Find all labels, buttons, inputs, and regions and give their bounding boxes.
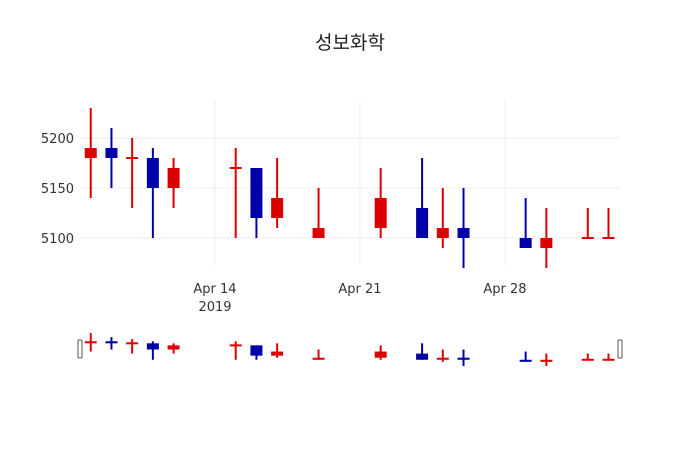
candle [105, 337, 118, 350]
candle [540, 353, 553, 366]
gridlines [80, 100, 620, 265]
candle [312, 349, 325, 360]
y-tick-label: 5150 [41, 182, 74, 197]
range-slider[interactable] [77, 333, 623, 366]
candle [416, 343, 429, 360]
y-axis: 5100 5150 5200 [41, 132, 74, 247]
candle [250, 345, 263, 360]
candle [374, 345, 387, 360]
candle [250, 168, 263, 238]
x-tick-label: Apr 14 [193, 282, 236, 297]
candle [602, 353, 615, 361]
candle [436, 188, 449, 248]
candle [581, 208, 594, 239]
range-slider-left-handle[interactable] [77, 339, 83, 359]
candle [146, 341, 159, 360]
range-slider-right-handle[interactable] [617, 339, 623, 359]
y-tick-label: 5200 [41, 132, 74, 147]
x-tick-label: Apr 28 [483, 282, 526, 297]
candle [519, 351, 532, 362]
candle [84, 108, 97, 198]
chart-title: 성보화학 [315, 32, 385, 54]
candle [540, 208, 553, 268]
candle [126, 339, 139, 354]
candle [271, 343, 284, 358]
candle [271, 158, 284, 228]
candles-main [84, 108, 615, 268]
candle [581, 353, 594, 361]
candle [229, 148, 242, 238]
candle [457, 188, 470, 268]
candle [126, 138, 139, 208]
x-tick-sublabel: 2019 [198, 300, 231, 315]
candle [602, 208, 615, 239]
candle [416, 158, 429, 238]
candle [457, 349, 470, 366]
candle [374, 168, 387, 238]
candle [105, 128, 118, 188]
candle [167, 158, 180, 208]
candle [436, 349, 449, 362]
candle [146, 148, 159, 238]
candle [519, 198, 532, 248]
candle [229, 341, 242, 360]
candle [167, 343, 180, 354]
x-tick-label: Apr 21 [338, 282, 381, 297]
x-axis: Apr 14 2019 Apr 21 Apr 28 [193, 282, 526, 315]
candle [312, 188, 325, 238]
y-tick-label: 5100 [41, 232, 74, 247]
candle [84, 333, 97, 352]
